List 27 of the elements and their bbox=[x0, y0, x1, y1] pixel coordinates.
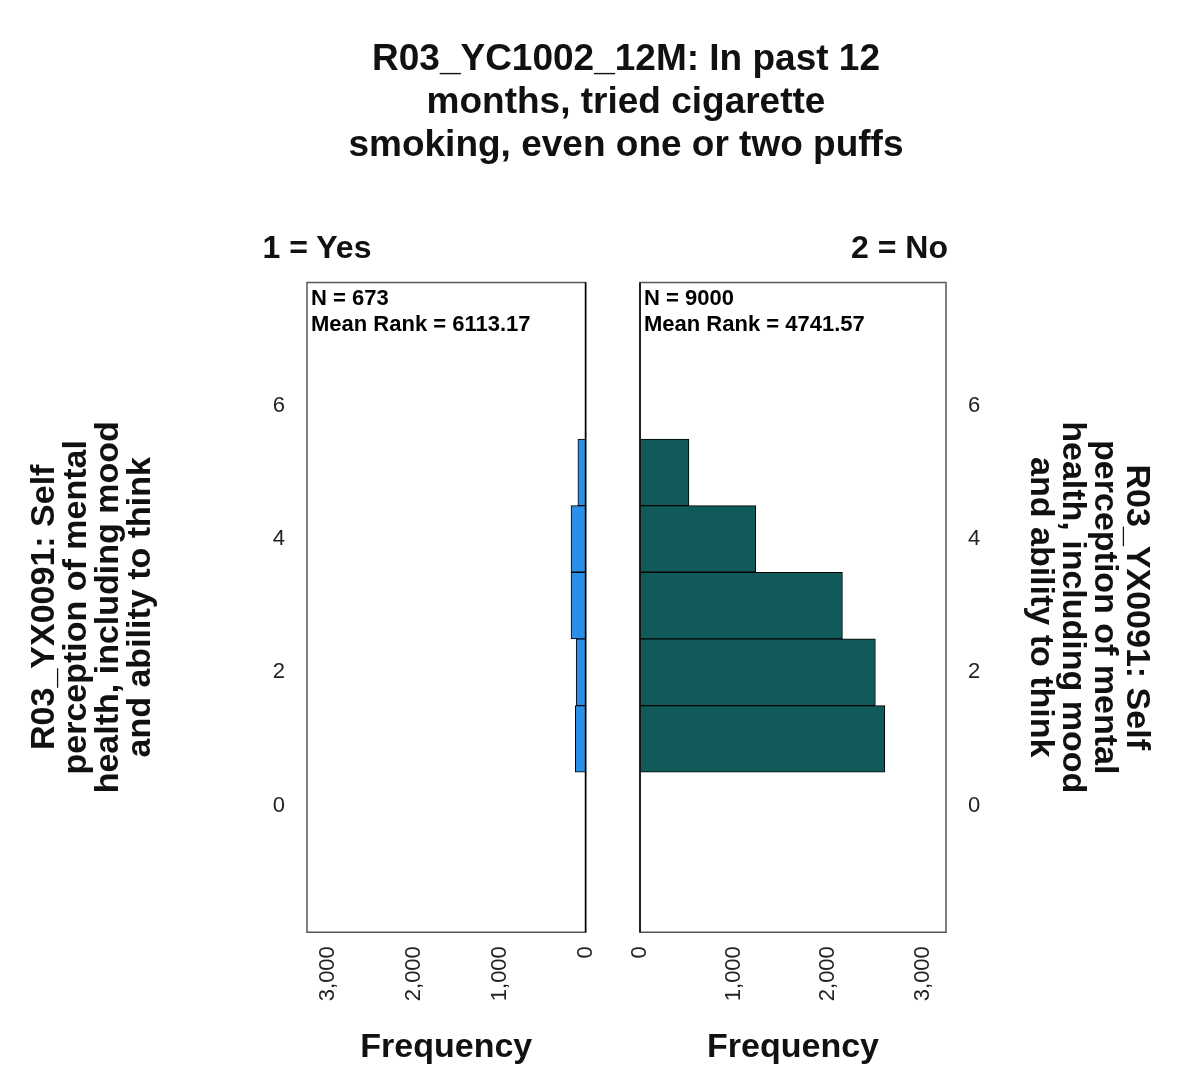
x-tick-label: 2,000 bbox=[400, 946, 426, 1002]
y-axis-title: R03_YX0091: Self perception of mental health, including mood and ability to think bbox=[1023, 421, 1159, 794]
y-tick-label: 4 bbox=[272, 525, 285, 551]
y-tick-label: 6 bbox=[272, 391, 285, 417]
annotation: N = 673 bbox=[311, 285, 389, 311]
y-tick-label: 0 bbox=[272, 791, 285, 817]
x-tick-label: 0 bbox=[571, 946, 597, 959]
x-axis-title: Frequency bbox=[360, 1025, 533, 1064]
y-tick-label: 4 bbox=[968, 525, 981, 551]
x-tick-label: 3,000 bbox=[314, 946, 340, 1002]
y-tick-label: 6 bbox=[968, 391, 981, 417]
annotation: N = 9000 bbox=[644, 285, 734, 311]
chart-subtitle: 2 = No bbox=[851, 229, 948, 266]
annotation: Mean Rank = 4741.57 bbox=[644, 311, 865, 337]
chart-subtitle: 1 = Yes bbox=[262, 229, 372, 266]
y-tick-label: 2 bbox=[968, 658, 981, 684]
y-axis-title: R03_YX0091: Self perception of mental health, including mood and ability to think bbox=[22, 421, 158, 794]
chart-title: R03_YC1002_12M: In past 12 months, tried cigarette smoking, even one or two puffs bbox=[347, 36, 905, 165]
x-tick-label: 1,000 bbox=[485, 946, 511, 1002]
annotation: Mean Rank = 6113.17 bbox=[311, 311, 531, 337]
x-tick-label: 0 bbox=[626, 946, 652, 959]
x-tick-label: 3,000 bbox=[908, 946, 934, 1002]
x-axis-title: Frequency bbox=[707, 1025, 880, 1064]
y-tick-label: 0 bbox=[968, 791, 981, 817]
y-tick-label: 2 bbox=[272, 658, 285, 684]
x-tick-label: 2,000 bbox=[814, 946, 840, 1002]
x-tick-label: 1,000 bbox=[720, 946, 746, 1002]
